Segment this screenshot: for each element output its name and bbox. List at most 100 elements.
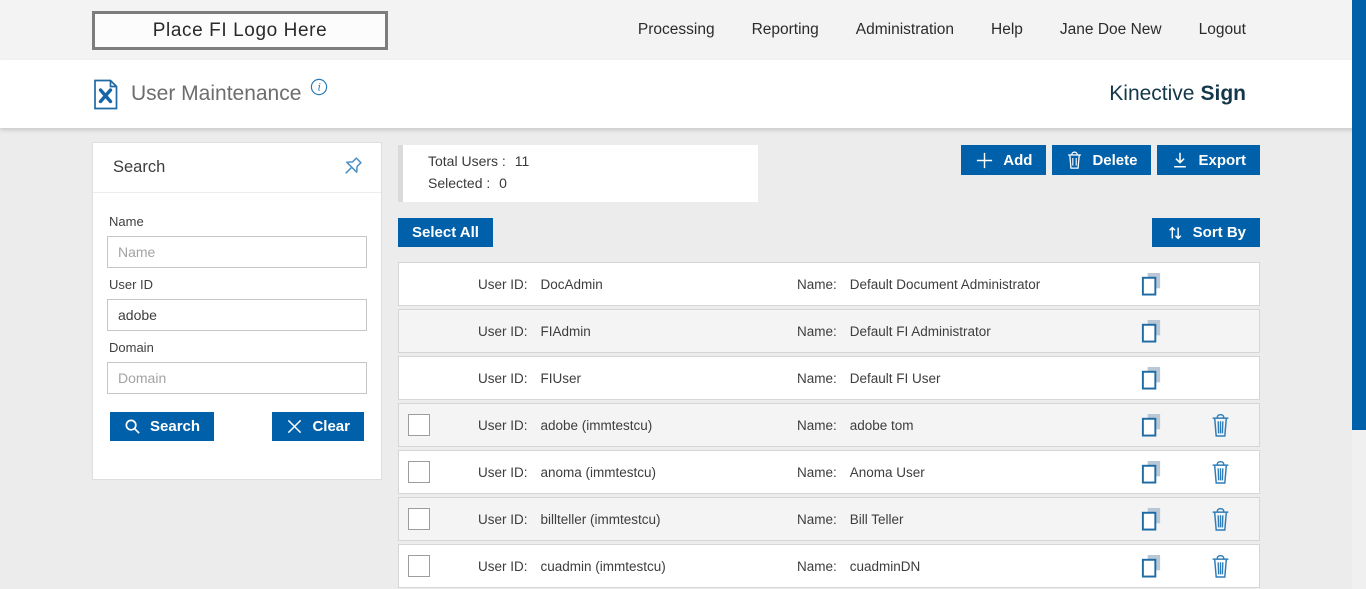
name-label: Name: bbox=[796, 464, 837, 480]
name-value: adobe tom bbox=[849, 417, 914, 433]
copy-user-icon[interactable] bbox=[1140, 412, 1163, 438]
name-label: Name: bbox=[796, 417, 837, 433]
name-cell: Name: adobe tom bbox=[797, 418, 1122, 433]
total-users-value: 11 bbox=[514, 153, 530, 169]
brand-regular: Kinective bbox=[1109, 82, 1195, 105]
delete-user-icon[interactable] bbox=[1210, 460, 1231, 485]
user-id-value: FIUser bbox=[540, 370, 582, 386]
nav-user-name[interactable]: Jane Doe New bbox=[1059, 21, 1162, 38]
user-id-label: User ID: bbox=[478, 323, 528, 339]
user-row[interactable]: User ID: adobe (immtestcu) Name: adobe tom bbox=[398, 403, 1260, 447]
scrollbar-thumb[interactable] bbox=[1352, 0, 1366, 430]
name-cell: Name: cuadminDN bbox=[797, 559, 1122, 574]
selected-label: Selected : bbox=[428, 175, 491, 191]
summary-panel: Total Users : 11 Selected : 0 bbox=[398, 145, 758, 202]
user-id-label: User ID: bbox=[478, 370, 528, 386]
add-button[interactable]: Add bbox=[961, 145, 1047, 175]
nav-help[interactable]: Help bbox=[991, 21, 1023, 38]
sort-by-button[interactable]: Sort By bbox=[1151, 218, 1260, 247]
export-button[interactable]: Export bbox=[1157, 145, 1260, 175]
name-value: Anoma User bbox=[849, 464, 925, 480]
search-panel-title: Search bbox=[113, 158, 166, 176]
nav-administration[interactable]: Administration bbox=[855, 21, 955, 38]
page-title: User Maintenance bbox=[131, 82, 302, 105]
nav-reporting[interactable]: Reporting bbox=[751, 21, 819, 38]
user-id-cell: User ID: anoma (immtestcu) bbox=[478, 465, 797, 480]
copy-user-icon[interactable] bbox=[1140, 506, 1163, 532]
fi-logo-placeholder: Place FI Logo Here bbox=[92, 11, 388, 50]
user-id-field-label: User ID bbox=[109, 277, 154, 292]
name-label: Name: bbox=[796, 558, 837, 574]
page-header: User Maintenance i Kinective Sign bbox=[0, 60, 1366, 128]
user-row[interactable]: User ID: billteller (immtestcu) Name: Bill … bbox=[398, 497, 1260, 541]
user-row[interactable]: User ID: FIUser Name: Default FI User bbox=[398, 356, 1260, 400]
selected-value: 0 bbox=[499, 175, 507, 191]
delete-button-label: Delete bbox=[1092, 151, 1138, 169]
push-pin-icon[interactable] bbox=[337, 154, 365, 182]
name-label: Name: bbox=[796, 276, 837, 292]
info-icon[interactable]: i bbox=[310, 78, 328, 96]
clear-button-label: Clear bbox=[312, 418, 350, 435]
row-checkbox[interactable] bbox=[408, 461, 430, 483]
copy-user-icon[interactable] bbox=[1140, 318, 1163, 344]
nav-logout[interactable]: Logout bbox=[1198, 21, 1246, 38]
user-id-cell: User ID: adobe (immtestcu) bbox=[478, 418, 797, 433]
action-buttons: Add Delete Export bbox=[961, 145, 1260, 175]
copy-user-icon[interactable] bbox=[1140, 365, 1163, 391]
search-icon bbox=[124, 418, 141, 435]
name-input[interactable] bbox=[107, 236, 367, 268]
delete-user-icon[interactable] bbox=[1210, 507, 1231, 532]
row-checkbox[interactable] bbox=[408, 414, 430, 436]
user-id-label: User ID: bbox=[478, 417, 528, 433]
user-id-value: DocAdmin bbox=[540, 276, 603, 292]
scrollbar bbox=[1352, 0, 1366, 589]
copy-user-icon[interactable] bbox=[1140, 271, 1163, 297]
delete-user-icon[interactable] bbox=[1210, 413, 1231, 438]
user-row[interactable]: User ID: FIAdmin Name: Default FI Administr… bbox=[398, 309, 1260, 353]
svg-text:i: i bbox=[318, 82, 321, 94]
brand-logo: Kinective Sign bbox=[1109, 60, 1246, 128]
copy-user-icon[interactable] bbox=[1140, 459, 1163, 485]
top-bar: Place FI Logo Here Processing Reporting … bbox=[0, 0, 1366, 60]
sort-by-label: Sort By bbox=[1192, 224, 1246, 241]
user-id-label: User ID: bbox=[478, 276, 528, 292]
row-checkbox[interactable] bbox=[408, 555, 430, 577]
user-row[interactable]: User ID: DocAdmin Name: Default Document Ad… bbox=[398, 262, 1260, 306]
user-id-cell: User ID: FIAdmin bbox=[478, 324, 797, 339]
trash-icon bbox=[1066, 151, 1083, 170]
search-panel: Search Name User ID Domain bbox=[92, 142, 382, 480]
domain-input[interactable] bbox=[107, 362, 367, 394]
user-id-value: anoma (immtestcu) bbox=[540, 464, 657, 480]
clear-x-icon bbox=[286, 418, 303, 435]
name-cell: Name: Default FI User bbox=[797, 371, 1122, 386]
user-id-input[interactable] bbox=[107, 299, 367, 331]
select-all-button[interactable]: Select All bbox=[398, 218, 493, 247]
user-id-label: User ID: bbox=[478, 558, 528, 574]
name-value: Default Document Administrator bbox=[849, 276, 1041, 292]
nav-processing[interactable]: Processing bbox=[637, 21, 715, 38]
name-label: Name: bbox=[796, 370, 837, 386]
delete-user-icon[interactable] bbox=[1210, 554, 1231, 579]
user-id-value: cuadmin (immtestcu) bbox=[540, 558, 666, 574]
user-row[interactable]: User ID: anoma (immtestcu) Name: Anoma User bbox=[398, 450, 1260, 494]
row-checkbox[interactable] bbox=[408, 508, 430, 530]
name-cell: Name: Bill Teller bbox=[797, 512, 1122, 527]
clear-button[interactable]: Clear bbox=[272, 412, 364, 441]
search-button-label: Search bbox=[150, 418, 201, 435]
name-value: Default FI User bbox=[849, 370, 941, 386]
total-users-label: Total Users : bbox=[428, 153, 506, 169]
user-row[interactable]: User ID: cuadmin (immtestcu) Name: cuadminD… bbox=[398, 544, 1260, 588]
user-id-cell: User ID: cuadmin (immtestcu) bbox=[478, 559, 797, 574]
search-button[interactable]: Search bbox=[110, 412, 215, 441]
brand-bold: Sign bbox=[1200, 82, 1247, 105]
user-id-cell: User ID: billteller (immtestcu) bbox=[478, 512, 797, 527]
user-id-value: billteller (immtestcu) bbox=[540, 511, 661, 527]
copy-user-icon[interactable] bbox=[1140, 553, 1163, 579]
delete-button[interactable]: Delete bbox=[1052, 145, 1152, 175]
select-all-label: Select All bbox=[412, 224, 479, 241]
document-tools-icon bbox=[92, 79, 119, 110]
domain-field-label: Domain bbox=[109, 340, 154, 355]
user-id-cell: User ID: FIUser bbox=[478, 371, 797, 386]
user-id-cell: User ID: DocAdmin bbox=[478, 277, 797, 292]
plus-icon bbox=[975, 151, 994, 170]
